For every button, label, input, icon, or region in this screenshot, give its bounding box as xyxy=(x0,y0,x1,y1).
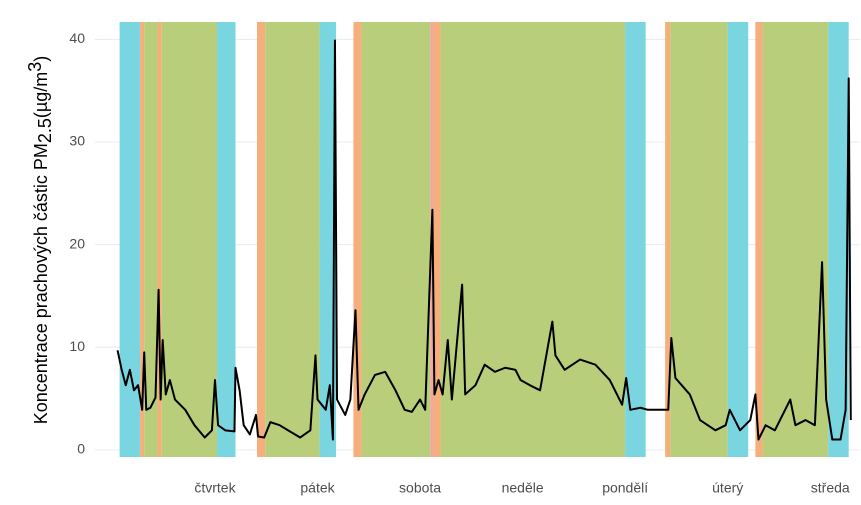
y-label-end: ) xyxy=(31,56,51,62)
band xyxy=(257,22,266,457)
y-label-sub: 2.5 xyxy=(35,118,55,143)
y-label-main: Koncentrace prachových částic PM xyxy=(31,143,51,424)
band xyxy=(762,22,829,457)
y-tick-label: 40 xyxy=(69,30,85,46)
band xyxy=(217,22,236,457)
band xyxy=(727,22,749,457)
y-axis-label: Koncentrace prachových částic PM2.5(µg/m… xyxy=(25,56,55,425)
x-tick-label: pondělí xyxy=(602,480,648,496)
x-tick-label: čtvrtek xyxy=(194,480,236,496)
band xyxy=(361,22,431,457)
band xyxy=(319,22,336,457)
y-tick-label: 30 xyxy=(69,133,85,149)
band xyxy=(670,22,728,457)
band xyxy=(140,22,145,457)
band xyxy=(828,22,849,457)
y-label-sup: 3 xyxy=(25,62,45,72)
band xyxy=(161,22,218,457)
band xyxy=(144,22,158,457)
y-tick-label: 0 xyxy=(77,441,85,457)
band xyxy=(440,22,626,457)
x-tick-label: neděle xyxy=(502,480,544,496)
band xyxy=(353,22,362,457)
x-tick-label: sobota xyxy=(399,480,441,496)
band xyxy=(119,22,141,457)
y-tick-label: 20 xyxy=(69,235,85,251)
y-label-unit: (µg/m xyxy=(31,72,51,118)
x-tick-label: úterý xyxy=(712,480,743,496)
band xyxy=(625,22,646,457)
x-tick-label: pátek xyxy=(300,480,335,496)
band xyxy=(433,22,441,457)
band xyxy=(665,22,671,457)
band xyxy=(157,22,162,457)
band xyxy=(755,22,763,457)
y-tick-label: 10 xyxy=(69,338,85,354)
data-line xyxy=(116,39,852,441)
x-tick-label: středa xyxy=(811,480,850,496)
band xyxy=(265,22,320,457)
